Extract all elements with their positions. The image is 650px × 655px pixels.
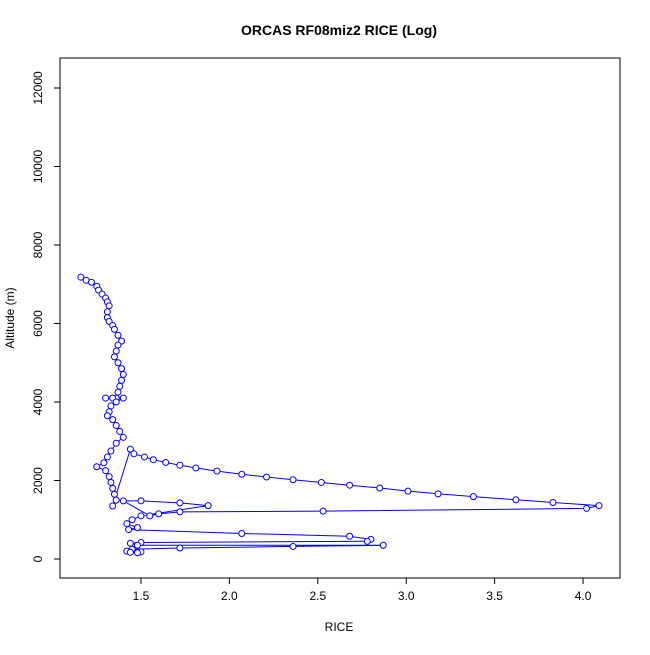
data-point [119, 371, 127, 379]
data-point [112, 439, 120, 447]
data-point [114, 341, 122, 349]
data-point [114, 331, 122, 339]
data-point [87, 278, 95, 286]
data-point [289, 476, 297, 484]
data-point [103, 453, 111, 461]
data-point [149, 456, 157, 464]
y-tick-label: 2000 [31, 467, 45, 494]
data-point [109, 416, 117, 424]
data-point [238, 470, 246, 478]
data-point [103, 412, 111, 420]
data-point [176, 544, 184, 552]
data-point [512, 496, 520, 504]
data-point [112, 496, 120, 504]
x-tick-label: 4.0 [575, 589, 592, 603]
y-tick-label: 0 [31, 555, 45, 562]
data-point [77, 273, 85, 281]
data-point [107, 447, 115, 455]
data-point [133, 549, 141, 557]
data-point [319, 507, 327, 515]
data-point [137, 512, 145, 520]
data-point [289, 542, 297, 550]
y-tick-label: 8000 [31, 231, 45, 258]
data-point [102, 467, 110, 475]
x-tick-label: 3.5 [486, 589, 503, 603]
y-axis-label: Altitude (m) [3, 287, 17, 348]
data-point [130, 450, 138, 458]
data-point [204, 502, 212, 510]
data-point [116, 382, 124, 390]
data-point [109, 484, 117, 492]
data-point [133, 524, 141, 532]
data-point [346, 532, 354, 540]
data-point [110, 325, 118, 333]
data-point [119, 497, 127, 505]
data-point [114, 388, 122, 396]
data-point [192, 464, 200, 472]
plot-box [59, 57, 621, 579]
data-point [126, 539, 134, 547]
data-point [213, 467, 221, 475]
data-point [263, 473, 271, 481]
data-point [128, 516, 136, 524]
data-point [114, 359, 122, 367]
data-point [404, 487, 412, 495]
data-point [125, 526, 133, 534]
data-point [116, 427, 124, 435]
data-point [146, 512, 154, 520]
data-point [103, 308, 111, 316]
data-point [137, 497, 145, 505]
x-tick-label: 1.5 [133, 589, 150, 603]
data-point [107, 402, 115, 410]
data-point [105, 302, 113, 310]
data-point [238, 529, 246, 537]
data-point [162, 458, 170, 466]
y-tick-label: 12000 [31, 71, 45, 105]
data-point [595, 502, 603, 510]
x-axis-label: RICE [325, 620, 354, 634]
y-tick-label: 4000 [31, 388, 45, 415]
chart-title: ORCAS RF08miz2 RICE (Log) [241, 22, 437, 38]
data-point [126, 445, 134, 453]
data-point [112, 398, 120, 406]
data-point [176, 461, 184, 469]
x-tick-label: 3.0 [398, 589, 415, 603]
x-tick-label: 2.0 [221, 589, 238, 603]
data-point [376, 484, 384, 492]
data-point [176, 499, 184, 507]
data-point [379, 541, 387, 549]
data-point [126, 548, 134, 556]
data-point [105, 473, 113, 481]
data-point [102, 394, 110, 402]
data-point [119, 433, 127, 441]
data-point [110, 490, 118, 498]
data-point [363, 537, 371, 545]
data-point [109, 502, 117, 510]
data-point [119, 394, 127, 402]
data-point [549, 498, 557, 506]
data-point [317, 478, 325, 486]
data-point [110, 353, 118, 361]
data-point [583, 504, 591, 512]
data-point [118, 376, 126, 384]
y-tick-label: 10000 [31, 149, 45, 183]
data-point [107, 478, 115, 486]
data-point [123, 520, 131, 528]
data-point [93, 463, 101, 471]
data-point [133, 541, 141, 549]
data-point [141, 453, 149, 461]
data-point [469, 493, 477, 501]
y-tick-label: 6000 [31, 310, 45, 337]
data-point [100, 459, 108, 467]
data-point [155, 510, 163, 518]
data-point [112, 422, 120, 430]
data-point [112, 347, 120, 355]
data-point [118, 365, 126, 373]
data-point [434, 490, 442, 498]
data-point [176, 508, 184, 516]
x-tick-label: 2.5 [309, 589, 326, 603]
data-point [346, 481, 354, 489]
